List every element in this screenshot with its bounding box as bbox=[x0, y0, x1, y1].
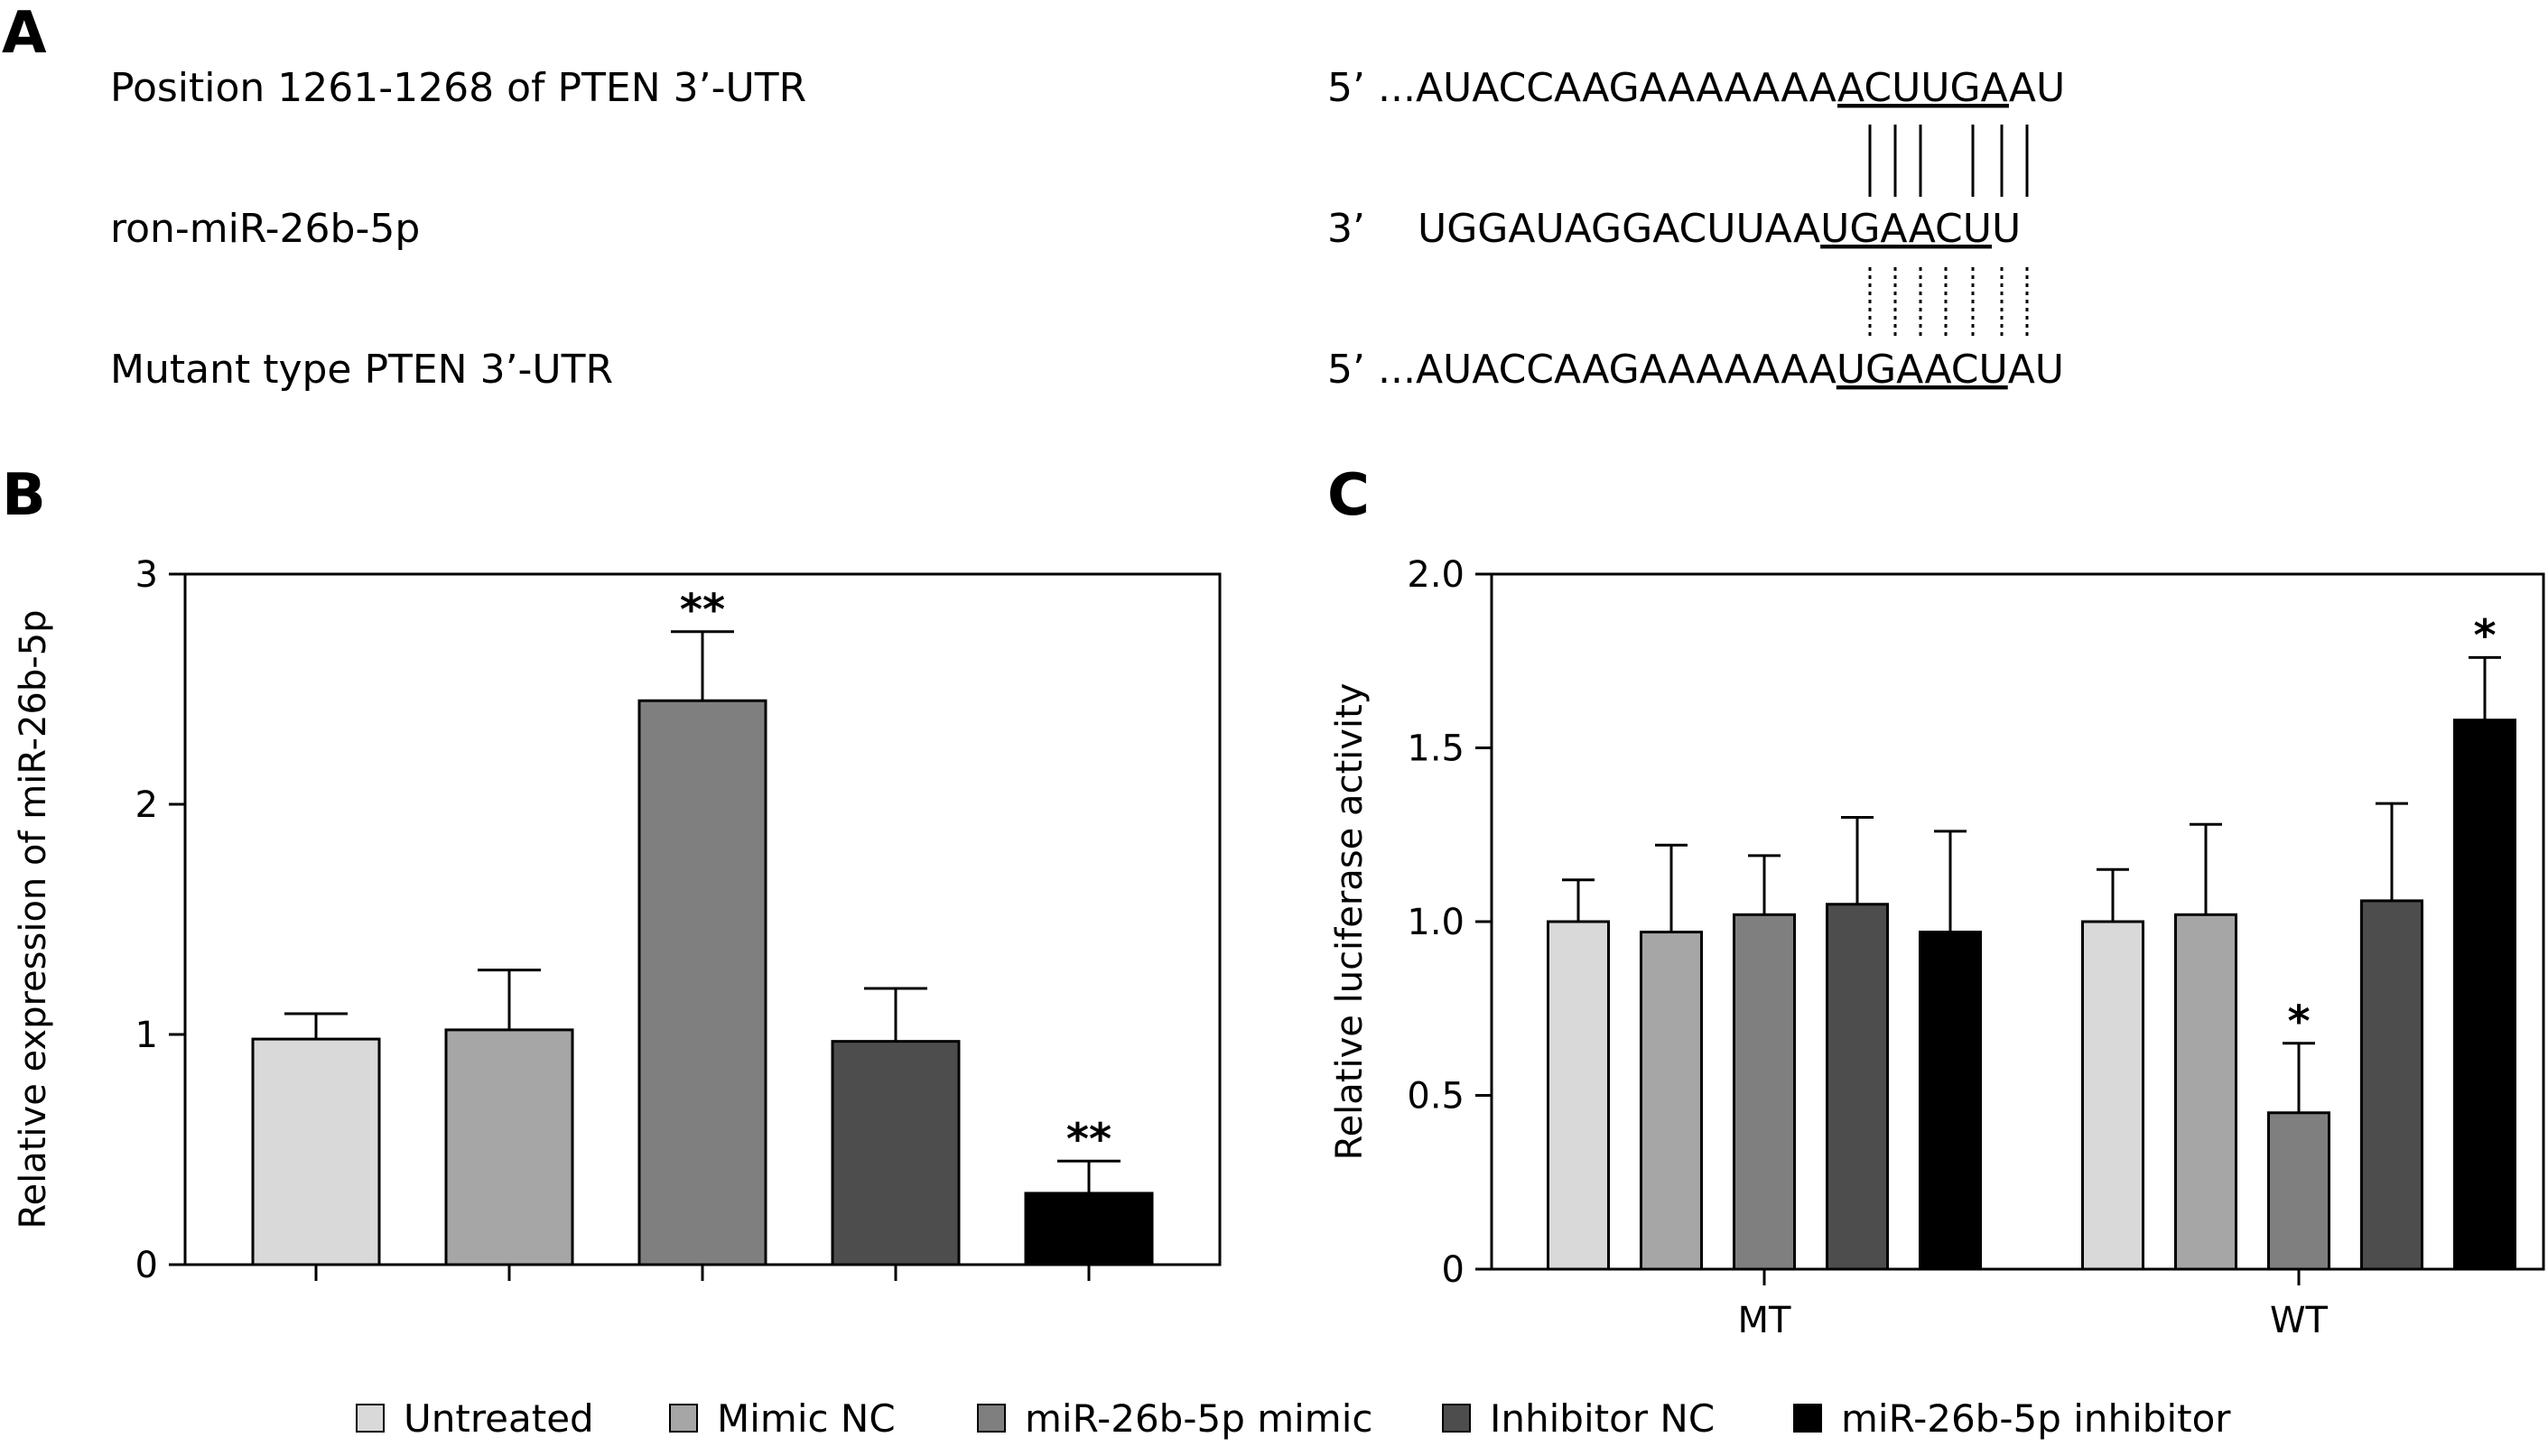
bar bbox=[251, 1037, 381, 1266]
seq-row-wt: 5’ ...AUACCAAGAAAAAAAACUUGAAU bbox=[1327, 65, 2065, 111]
bar bbox=[444, 1028, 574, 1266]
seq-row-mutant: 5’ ...AUACCAAGAAAAAAAUGAACUAU bbox=[1327, 347, 2064, 393]
bar bbox=[2360, 899, 2423, 1271]
legend-label: Inhibitor NC bbox=[1490, 1396, 1715, 1441]
seq-post: U bbox=[1992, 206, 2021, 252]
seq-underlined: UGAACU bbox=[1837, 347, 2008, 393]
bar bbox=[1024, 1192, 1154, 1266]
panel-letter-b: B bbox=[2, 462, 46, 529]
y-tick-label: 0.5 bbox=[1407, 1076, 1465, 1118]
panel-a-sequences: Position 1261-1268 of PTEN 3’-UTR 5’ ...… bbox=[110, 65, 2065, 393]
significance-mark: * bbox=[2473, 610, 2496, 661]
legend-label: Untreated bbox=[404, 1396, 594, 1441]
y-axis-label: Relative luciferase activity bbox=[1329, 683, 1371, 1161]
bar bbox=[1733, 913, 1796, 1271]
y-axis-label: Relative expression of miR-26b-5p bbox=[13, 609, 54, 1229]
x-group-label: WT bbox=[2270, 1300, 2329, 1341]
chart-b: 0 1 2 3 Relative expression of miR-26b-5p ** *… bbox=[13, 554, 1222, 1286]
panel-letter-c: C bbox=[1327, 462, 1370, 529]
seq-pre: UGGAUAGGACUUAA bbox=[1418, 206, 1820, 252]
seq-underlined: UGAACU bbox=[1820, 206, 1992, 252]
y-tick-label: 0 bbox=[1442, 1249, 1465, 1291]
seq-post: AU bbox=[2009, 65, 2065, 111]
legend-label: Mimic NC bbox=[717, 1396, 896, 1441]
legend-swatch bbox=[1793, 1404, 1822, 1433]
seq-pre: AUACCAAGAAAAAAA bbox=[1416, 347, 1837, 393]
seq-post: AU bbox=[2008, 347, 2064, 393]
significance-mark: ** bbox=[680, 585, 725, 635]
pairing-lines-solid bbox=[1868, 125, 2029, 197]
legend-swatch bbox=[977, 1404, 1006, 1433]
seq-pre: AUACCAAGAAAAAAA bbox=[1416, 65, 1837, 111]
y-tick-label: 2 bbox=[135, 784, 158, 826]
legend: Untreated Mimic NC miR-26b-5p mimic Inhibit… bbox=[356, 1396, 2231, 1441]
bar bbox=[1547, 920, 1610, 1271]
seq-row-label-mirna: ron-miR-26b-5p bbox=[110, 206, 420, 252]
bar bbox=[2174, 913, 2237, 1271]
y-tick-label: 2.0 bbox=[1407, 554, 1465, 596]
y-tick-label: 1.5 bbox=[1407, 728, 1465, 770]
bar bbox=[637, 699, 767, 1266]
pairing-lines-dotted bbox=[1868, 267, 2029, 339]
x-group-label: MT bbox=[1738, 1300, 1792, 1341]
legend-swatch bbox=[356, 1404, 385, 1433]
seq-underlined: ACUUGA bbox=[1837, 65, 2009, 111]
legend-swatch bbox=[669, 1404, 698, 1433]
seq-row-mirna-prefix: 3’ bbox=[1327, 206, 1365, 252]
y-tick-label: 3 bbox=[135, 554, 158, 596]
seq-prefix: 5’ ... bbox=[1327, 347, 1416, 393]
seq-row-mirna: UGGAUAGGACUUAAUGAACUU bbox=[1418, 206, 2021, 252]
y-tick-label: 1 bbox=[135, 1015, 158, 1056]
seq-prefix: 5’ ... bbox=[1327, 65, 1416, 111]
bar bbox=[1919, 931, 1982, 1271]
significance-mark: * bbox=[2287, 997, 2310, 1047]
bar bbox=[831, 1040, 961, 1266]
bar bbox=[1826, 903, 1889, 1271]
seq-row-label-mutant: Mutant type PTEN 3’-UTR bbox=[110, 347, 613, 393]
significance-mark: ** bbox=[1066, 1114, 1111, 1164]
chart-c: 0 0.5 1.0 1.5 2.0 Relative luciferase activit… bbox=[1329, 554, 2545, 1341]
legend-label: miR-26b-5p mimic bbox=[1025, 1396, 1372, 1441]
legend-swatch bbox=[1442, 1404, 1471, 1433]
legend-label: miR-26b-5p inhibitor bbox=[1841, 1396, 2231, 1441]
y-tick-label: 0 bbox=[135, 1245, 158, 1286]
bar bbox=[2081, 920, 2144, 1271]
bar bbox=[2267, 1111, 2330, 1271]
panel-letter-a: A bbox=[2, 0, 47, 67]
bar bbox=[1640, 931, 1703, 1271]
y-tick-label: 1.0 bbox=[1407, 902, 1465, 943]
bar bbox=[2453, 719, 2516, 1271]
seq-row-label-wt: Position 1261-1268 of PTEN 3’-UTR bbox=[110, 65, 806, 111]
